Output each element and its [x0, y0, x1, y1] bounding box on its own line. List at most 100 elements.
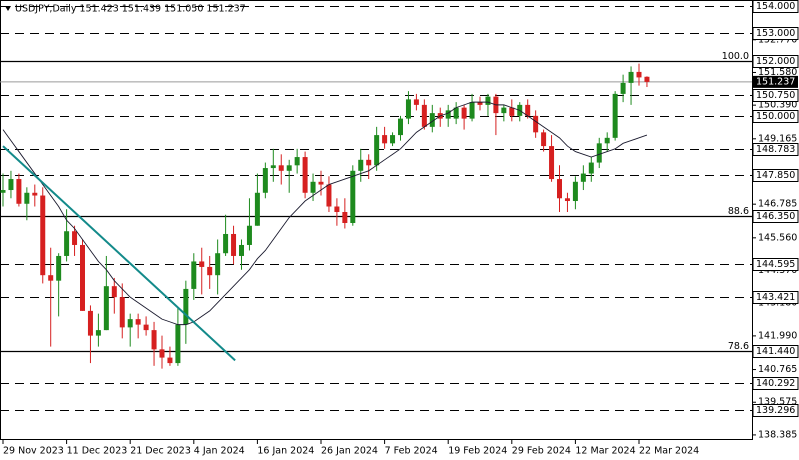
candle-body [326, 184, 332, 207]
candle-body [421, 104, 427, 127]
candle-body [628, 71, 634, 83]
candle-body [541, 132, 547, 147]
candle-body [278, 165, 284, 171]
y-tick-label: 141.990 [758, 330, 797, 341]
level-label-box [752, 169, 799, 182]
x-tick-label: 12 Mar 2024 [575, 446, 635, 457]
fib-label: 88.6 [728, 206, 749, 217]
y-tick-label: 146.785 [758, 199, 797, 210]
level-label-box [752, 143, 799, 156]
current-price-label: 151.237 [756, 76, 795, 87]
y-tick-label: 150.390 [758, 100, 797, 111]
candle-body [24, 192, 30, 204]
candle-body [239, 244, 244, 256]
level-label: 153.000 [756, 28, 795, 39]
candle-body [334, 206, 340, 213]
candle-body [223, 233, 229, 254]
candle-body [596, 143, 602, 163]
candle-body [135, 319, 141, 325]
candle-body [644, 76, 650, 82]
candle-body [374, 135, 380, 166]
candle-body [533, 115, 539, 133]
candle-body [453, 107, 459, 119]
candle-body [80, 244, 85, 311]
x-tick-label: 26 Jan 2024 [321, 446, 378, 457]
current-price-box [753, 75, 798, 88]
candle-body [588, 162, 594, 174]
candle-body [8, 179, 14, 191]
candle-body [56, 255, 62, 281]
candle-body [167, 357, 173, 364]
candle-body [270, 165, 276, 169]
x-tick-label: 29 Feb 2024 [512, 446, 571, 457]
candle-body [159, 349, 165, 358]
candle-body [286, 165, 292, 171]
level-label-box [752, 258, 799, 271]
level-label: 147.850 [756, 170, 795, 181]
level-label: 148.783 [756, 144, 795, 155]
x-tick-label: 29 Nov 2023 [3, 446, 64, 457]
candle-body [87, 310, 93, 336]
candle-body [40, 195, 46, 276]
candle-body [557, 179, 562, 199]
level-label: 146.350 [756, 211, 795, 222]
candle-body [413, 99, 419, 105]
level-label-box [752, 404, 799, 417]
level-label: 152.000 [756, 56, 795, 67]
candle-body [509, 107, 515, 116]
moving-average [2, 101, 648, 326]
candle-body [48, 275, 54, 281]
candle-body [310, 181, 316, 193]
x-tick-label: 11 Dec 2023 [67, 446, 128, 457]
y-tick-label: 145.560 [758, 232, 797, 243]
level-label-box [752, 377, 799, 390]
candle-body [199, 261, 205, 267]
y-tick-label: 149.165 [758, 133, 797, 144]
candle-body [215, 253, 221, 276]
candle-body [72, 231, 78, 245]
candle-body [151, 330, 157, 350]
level-label-box [752, 0, 799, 13]
candle-body [429, 113, 435, 127]
candle-body [366, 159, 372, 166]
x-tick-label: 22 Mar 2024 [639, 446, 699, 457]
level-label-box [752, 89, 799, 102]
candle-body [0, 190, 6, 193]
candle-body [525, 104, 531, 116]
candle-body [620, 82, 626, 94]
y-tick-label: 139.575 [758, 397, 797, 408]
chart-title: USDJPY,Daily 151.423 151.439 151.050 151… [15, 4, 246, 15]
x-tick-label: 19 Feb 2024 [448, 446, 507, 457]
candle-body [382, 135, 388, 144]
candle-body [477, 102, 483, 105]
candle-body [64, 231, 70, 256]
trendline [2, 145, 236, 362]
candle-body [302, 157, 308, 193]
level-label: 154.000 [756, 1, 795, 12]
candle-body [183, 288, 189, 325]
candle-body [636, 71, 642, 78]
x-tick-label: 16 Jan 2024 [257, 446, 314, 457]
candle-body [231, 233, 237, 256]
y-tick-label: 151.580 [758, 67, 797, 78]
candle-body [103, 286, 109, 331]
x-tick-label: 21 Dec 2023 [130, 446, 191, 457]
candle-body [318, 181, 324, 185]
candle-body [398, 118, 403, 136]
y-tick-label: 138.385 [758, 429, 797, 440]
candle-body [16, 179, 22, 204]
candle-body [246, 225, 252, 245]
level-label: 139.296 [756, 405, 795, 416]
level-label-box [752, 291, 799, 304]
candle-body [32, 192, 38, 196]
candle-body [604, 137, 610, 144]
candle-body [111, 286, 117, 298]
fib-label: 78.6 [728, 341, 749, 352]
candle-body [342, 212, 348, 223]
candle-body [143, 324, 149, 331]
x-tick-label: 4 Jan 2024 [194, 446, 245, 457]
x-tick-label: 7 Feb 2024 [385, 446, 438, 457]
candle-body [469, 102, 475, 119]
candle-body [294, 157, 300, 166]
